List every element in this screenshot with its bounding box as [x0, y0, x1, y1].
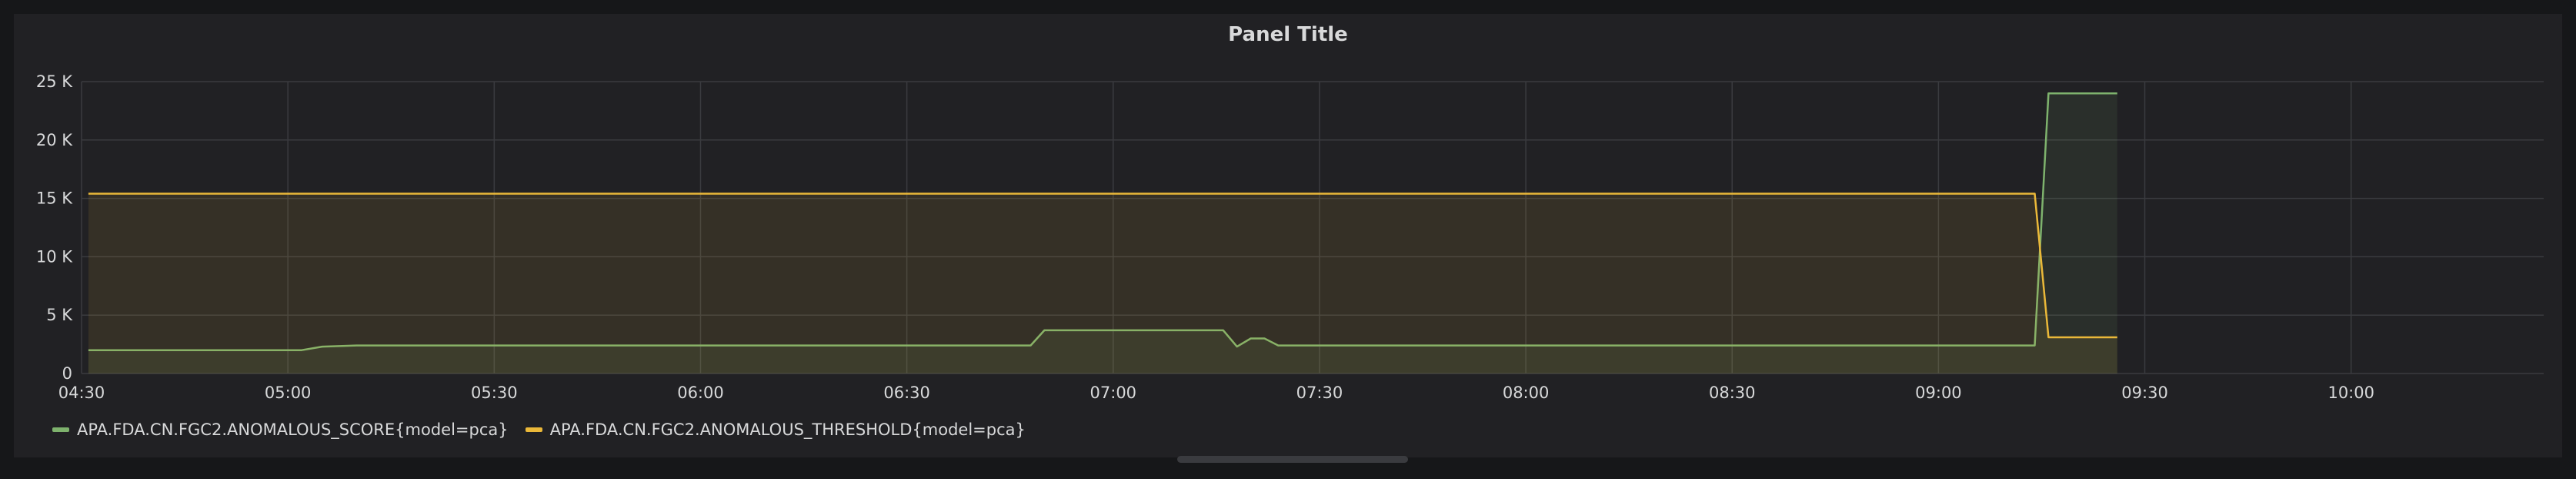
y-tick-label: 25 K [36, 72, 73, 91]
legend: APA.FDA.CN.FGC2.ANOMALOUS_SCORE{model=pc… [52, 420, 1026, 439]
y-tick-label: 5 K [46, 306, 73, 324]
x-tick-label: 09:00 [1915, 384, 1962, 402]
y-tick-label: 10 K [36, 247, 73, 266]
x-tick-label: 06:00 [677, 384, 724, 402]
legend-swatch[interactable] [526, 427, 542, 432]
y-tick-label: 15 K [36, 189, 73, 208]
x-tick-label: 04:30 [58, 384, 105, 402]
legend-label[interactable]: APA.FDA.CN.FGC2.ANOMALOUS_SCORE{model=pc… [77, 420, 509, 439]
x-tick-label: 08:00 [1503, 384, 1550, 402]
x-tick-label: 07:00 [1090, 384, 1137, 402]
x-tick-label: 09:30 [2121, 384, 2168, 402]
x-tick-label: 05:00 [265, 384, 312, 402]
chart-svg: 0 5 K 10 K 15 K 20 K 25 K 04:30 05:00 05:30 06:00… [14, 14, 2562, 457]
panel-resize-handle[interactable] [1177, 456, 1408, 463]
legend-swatch[interactable] [52, 427, 69, 432]
x-tick-label: 08:30 [1709, 384, 1756, 402]
x-tick-label: 05:30 [471, 384, 518, 402]
y-tick-label: 0 [62, 364, 72, 383]
legend-item[interactable]: APA.FDA.CN.FGC2.ANOMALOUS_SCORE{model=pc… [52, 420, 509, 439]
series-1-area [88, 194, 2117, 374]
x-tick-label: 10:00 [2327, 384, 2374, 402]
legend-label[interactable]: APA.FDA.CN.FGC2.ANOMALOUS_THRESHOLD{mode… [550, 420, 1026, 439]
legend-item[interactable]: APA.FDA.CN.FGC2.ANOMALOUS_THRESHOLD{mode… [526, 420, 1026, 439]
y-tick-label: 20 K [36, 131, 73, 149]
x-tick-label: 07:30 [1296, 384, 1343, 402]
x-tick-label: 06:30 [883, 384, 930, 402]
